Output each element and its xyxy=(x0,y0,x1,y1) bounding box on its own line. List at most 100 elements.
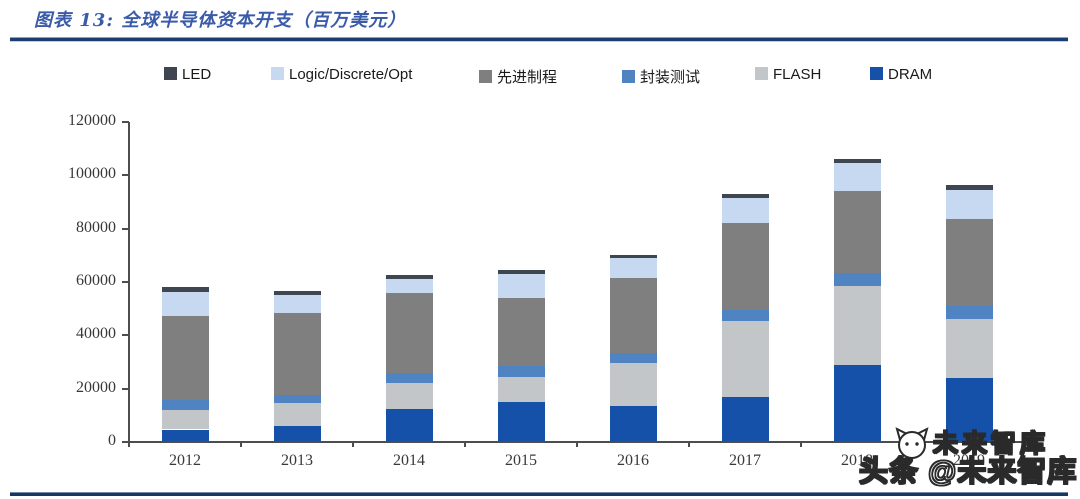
x-tick-label-2013: 2013 xyxy=(281,452,313,469)
legend-swatch-2 xyxy=(271,67,284,80)
x-tick-mark xyxy=(800,442,802,447)
y-tick-label: 120000 xyxy=(68,112,116,129)
bar-segment-FLASH-2018 xyxy=(833,286,881,365)
cat-logo-icon xyxy=(893,426,931,465)
bar-segment-先进制程-2017 xyxy=(721,223,769,310)
x-tick-mark xyxy=(240,442,242,447)
x-tick-mark xyxy=(352,442,354,447)
bar-segment-LED-2015 xyxy=(497,270,545,274)
x-tick-label-2018: 2018 xyxy=(841,452,873,469)
bar-segment-LED-2014 xyxy=(385,275,433,280)
y-tick-label: 80000 xyxy=(76,218,116,236)
bar-segment-先进制程-2013 xyxy=(273,312,321,396)
legend-label: Logic/Discrete/Opt xyxy=(289,66,413,83)
y-tick-label: 40000 xyxy=(76,325,116,343)
x-axis-line xyxy=(128,441,1034,443)
bar-segment-DRAM-2013 xyxy=(273,426,321,442)
chart-legend: LED Logic/Discrete/Opt 先进制程 封装测试 FLASH DRAM xyxy=(0,66,1080,86)
bar-segment-LED-2017 xyxy=(721,194,769,198)
legend-item: DRAM xyxy=(870,66,932,84)
y-tick-label: 0 xyxy=(108,432,116,449)
bar-segment-Logic/Discrete/Opt-2017 xyxy=(721,198,769,224)
bar-segment-FLASH-2013 xyxy=(273,403,321,426)
bar-segment-Logic/Discrete/Opt-2013 xyxy=(273,295,321,313)
legend-label: 先进制程 xyxy=(497,69,558,86)
bar-segment-先进制程-2019 xyxy=(945,219,993,306)
legend-label: LED xyxy=(182,66,212,83)
y-tick-mark xyxy=(122,387,129,390)
legend-swatch-3 xyxy=(479,70,492,83)
legend-item: 封装测试 xyxy=(622,66,701,86)
legend-swatch-5 xyxy=(755,67,768,80)
legend-label: FLASH xyxy=(773,66,822,83)
y-tick-mark xyxy=(122,441,129,443)
watermark-small-text: 未来智库 xyxy=(932,429,1050,458)
legend-swatch-6 xyxy=(870,67,883,80)
bar-segment-Logic/Discrete/Opt-2016 xyxy=(609,258,657,278)
x-tick-label-2019: 2019 xyxy=(953,452,985,469)
y-tick-label: 100000 xyxy=(68,165,116,183)
bar-segment-LED-2018 xyxy=(833,159,881,164)
bar-segment-封装测试-2017 xyxy=(721,310,769,321)
x-tick-mark xyxy=(1024,442,1026,447)
legend-item: Logic/Discrete/Opt xyxy=(271,66,412,84)
bar-segment-封装测试-2019 xyxy=(945,306,993,320)
bar-segment-先进制程-2018 xyxy=(833,191,881,273)
bar-segment-FLASH-2016 xyxy=(609,363,657,406)
x-tick-label-2015: 2015 xyxy=(505,452,537,469)
bar-segment-FLASH-2015 xyxy=(497,376,545,402)
bar-segment-封装测试-2015 xyxy=(497,366,545,377)
legend-label: 封装测试 xyxy=(640,69,701,86)
x-tick-label-2012: 2012 xyxy=(169,452,201,469)
bar-segment-Logic/Discrete/Opt-2018 xyxy=(833,163,881,192)
y-tick-mark xyxy=(122,334,129,337)
x-tick-mark xyxy=(464,442,466,447)
bar-segment-DRAM-2016 xyxy=(609,406,657,442)
bar-segment-先进制程-2012 xyxy=(161,315,209,401)
x-tick-mark xyxy=(576,442,578,447)
x-tick-label-2016: 2016 xyxy=(617,452,649,469)
figure-title: 图表 13: 全球半导体资本开支（百万美元） xyxy=(34,10,407,31)
legend-swatch-1 xyxy=(164,67,177,80)
legend-label: DRAM xyxy=(888,66,933,83)
watermark-large-text: 头条 @未来智库 xyxy=(858,455,1078,488)
y-tick-mark xyxy=(122,121,129,123)
x-tick-label-2014: 2014 xyxy=(393,452,425,469)
bar-segment-FLASH-2019 xyxy=(945,319,993,378)
bar-segment-Logic/Discrete/Opt-2015 xyxy=(497,274,545,298)
bar-segment-DRAM-2017 xyxy=(721,396,769,442)
bar-segment-DRAM-2019 xyxy=(945,378,993,442)
bar-segment-先进制程-2016 xyxy=(609,278,657,353)
y-tick-mark xyxy=(122,227,129,230)
y-tick-label: 60000 xyxy=(76,272,116,289)
bar-segment-DRAM-2018 xyxy=(833,364,881,442)
bar-segment-DRAM-2014 xyxy=(385,408,433,442)
x-tick-mark xyxy=(128,442,130,447)
y-axis-line xyxy=(128,122,130,443)
bar-segment-先进制程-2015 xyxy=(497,298,545,366)
bar-segment-先进制程-2014 xyxy=(385,292,433,373)
bar-segment-DRAM-2015 xyxy=(497,402,545,442)
x-tick-mark xyxy=(688,442,690,447)
bar-segment-LED-2019 xyxy=(945,184,993,190)
bar-segment-Logic/Discrete/Opt-2014 xyxy=(385,279,433,293)
y-tick-mark xyxy=(122,281,129,283)
bar-segment-LED-2013 xyxy=(273,291,321,296)
legend-item: LED xyxy=(164,66,211,84)
legend-swatch-4 xyxy=(622,70,635,83)
bar-segment-FLASH-2017 xyxy=(721,320,769,397)
bar-segment-Logic/Discrete/Opt-2019 xyxy=(945,190,993,220)
bar-segment-封装测试-2012 xyxy=(161,400,209,411)
bar-segment-LED-2012 xyxy=(161,286,209,293)
bar-segment-FLASH-2014 xyxy=(385,383,433,409)
bottom-divider xyxy=(10,492,1068,496)
bar-segment-封装测试-2018 xyxy=(833,272,881,286)
bar-segment-封装测试-2016 xyxy=(609,352,657,364)
bar-segment-DRAM-2012 xyxy=(161,429,209,442)
bar-segment-封装测试-2013 xyxy=(273,395,321,404)
title-divider xyxy=(10,37,1068,42)
bar-segment-封装测试-2014 xyxy=(385,372,433,384)
y-tick-mark xyxy=(122,174,129,177)
